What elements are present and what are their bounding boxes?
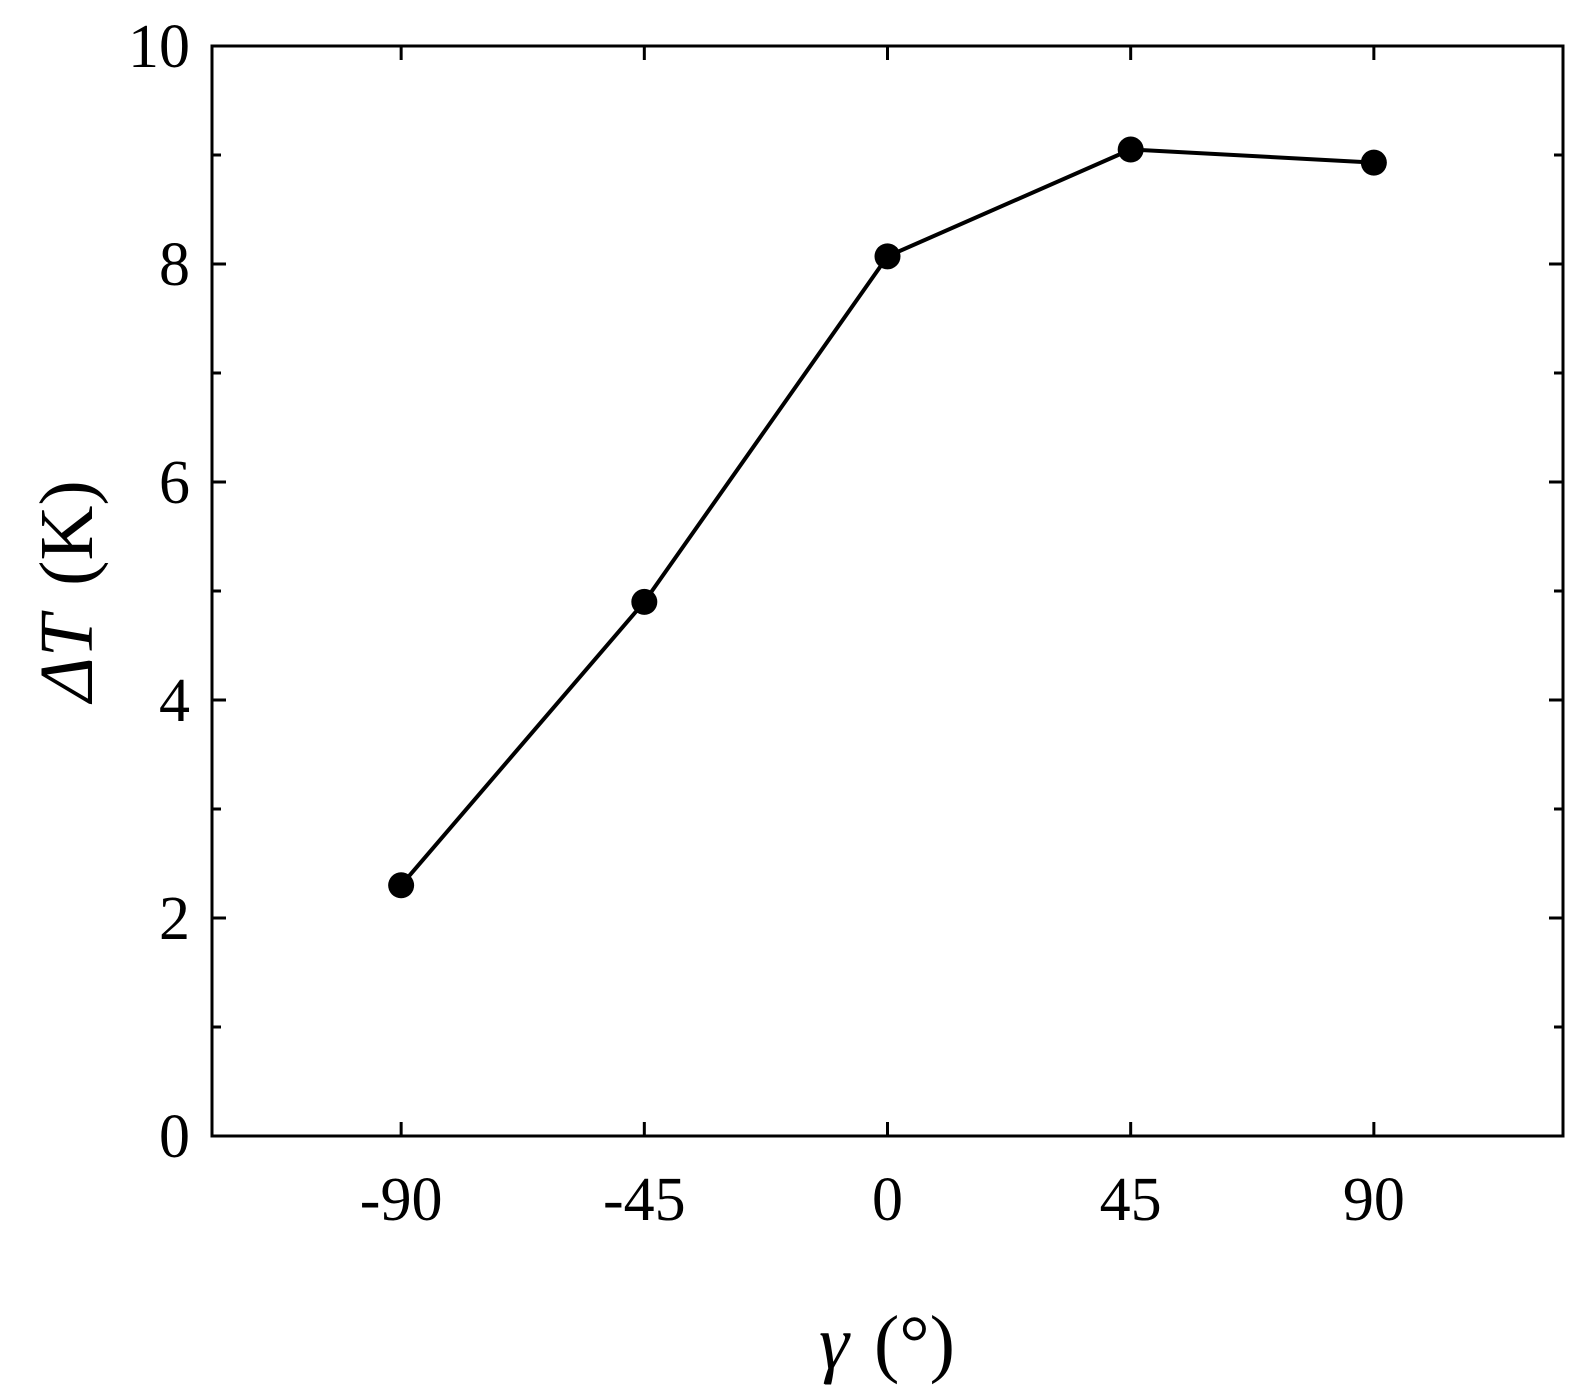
y-tick-label: 2 (159, 885, 190, 953)
x-axis-unit: (°) (874, 1301, 955, 1385)
data-point (874, 243, 901, 270)
data-point (1360, 149, 1387, 176)
y-tick-labels: 0 2 4 6 8 10 (128, 13, 190, 1171)
x-tick-label: -90 (360, 1166, 443, 1234)
x-tick-label: 0 (872, 1166, 903, 1234)
x-tick-labels: -90 -45 0 45 90 (360, 1166, 1405, 1234)
data-point (631, 588, 658, 615)
y-tick-label: 0 (159, 1103, 190, 1171)
y-tick-label: 4 (159, 667, 190, 735)
data-point (1117, 136, 1144, 163)
axis-ticks (212, 44, 1563, 1138)
x-tick-label: 45 (1100, 1166, 1162, 1234)
y-tick-label: 8 (159, 231, 190, 299)
y-tick-label: 6 (159, 449, 190, 517)
plot-frame (210, 44, 1565, 1138)
data-point (388, 872, 415, 899)
x-tick-label: 90 (1343, 1166, 1405, 1234)
x-axis-symbol: γ (819, 1301, 851, 1385)
data-series (388, 136, 1387, 899)
y-axis-label: ΔT (K) (25, 480, 109, 704)
y-axis-symbol: ΔT (25, 610, 109, 705)
y-tick-label: 10 (128, 13, 190, 81)
x-axis-label: γ (°) (819, 1301, 955, 1385)
x-tick-label: -45 (603, 1166, 686, 1234)
y-axis-unit: (K) (25, 480, 109, 586)
